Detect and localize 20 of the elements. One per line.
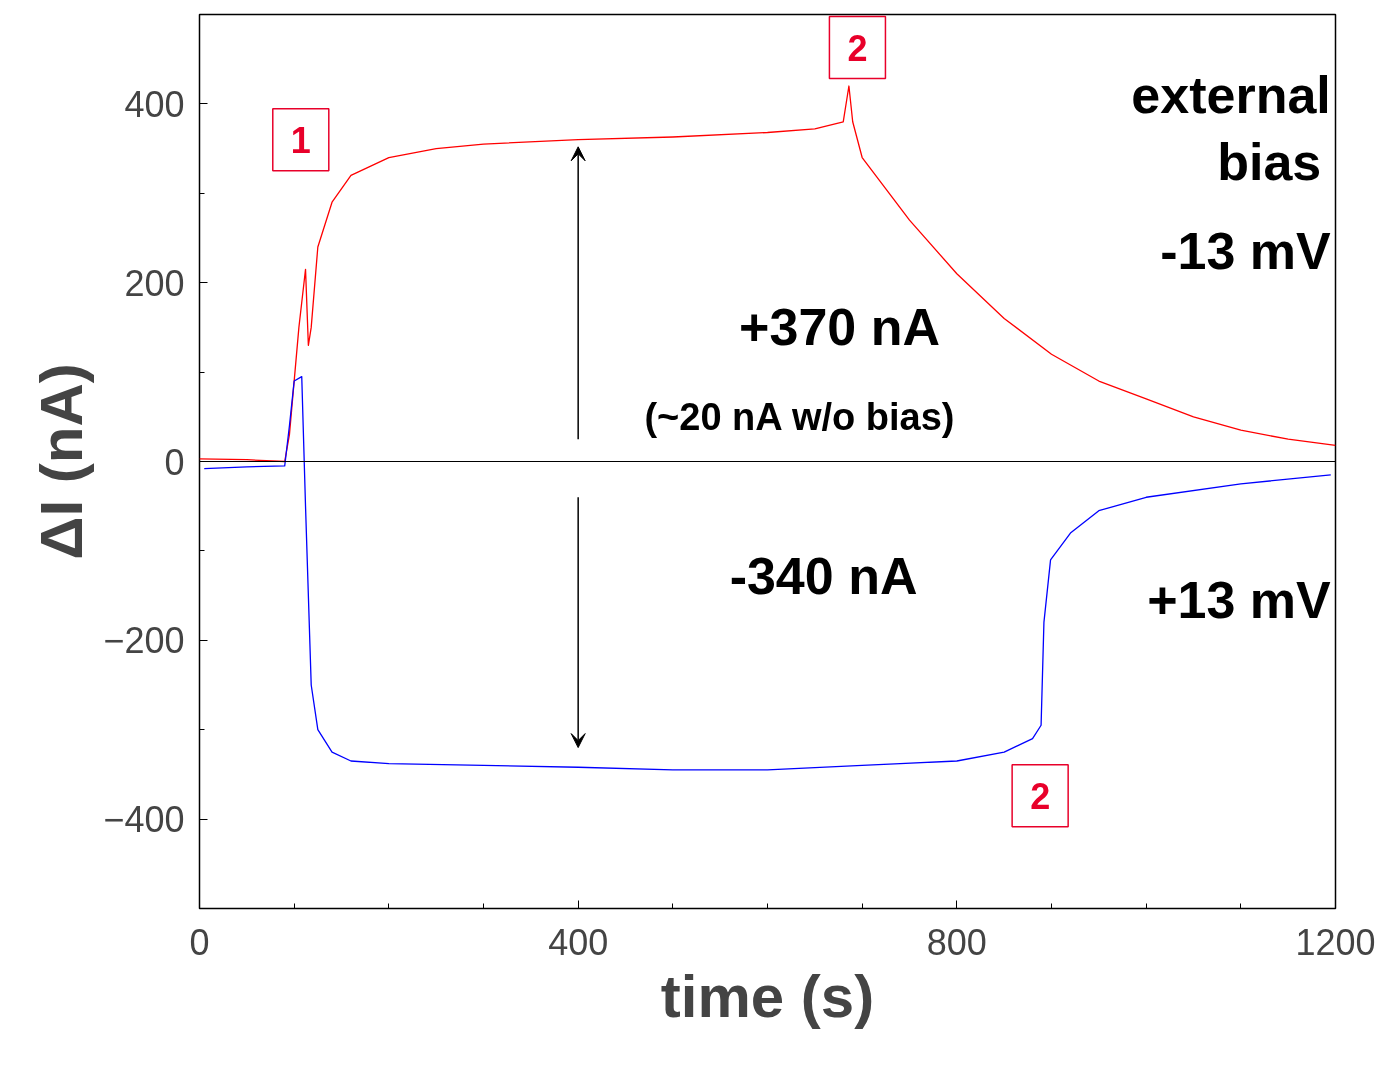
y-tick-label: 0: [164, 441, 185, 483]
annotation: -340 nA: [729, 546, 918, 605]
x-tick-label: 400: [548, 921, 609, 963]
annotation: 2: [1030, 775, 1051, 817]
annotation: external: [1131, 65, 1331, 124]
x-tick-label: 800: [926, 921, 987, 963]
annotation: 1: [290, 119, 311, 161]
annotation: bias: [1217, 133, 1322, 192]
annotation: +13 mV: [1147, 571, 1332, 630]
y-axis-title: ΔI (nA): [28, 363, 96, 560]
annotation: (~20 nA w/o bias): [644, 395, 955, 438]
annotation: +370 nA: [739, 298, 940, 357]
y-tick-label: 200: [124, 262, 185, 304]
y-tick-label: −400: [103, 799, 185, 841]
annotation: 2: [847, 27, 868, 69]
y-tick-label: 400: [124, 83, 185, 125]
x-tick-label: 1200: [1295, 921, 1376, 963]
y-tick-label: −200: [103, 620, 185, 662]
annotation: -13 mV: [1160, 222, 1332, 281]
x-axis-title: time (s): [660, 962, 875, 1030]
